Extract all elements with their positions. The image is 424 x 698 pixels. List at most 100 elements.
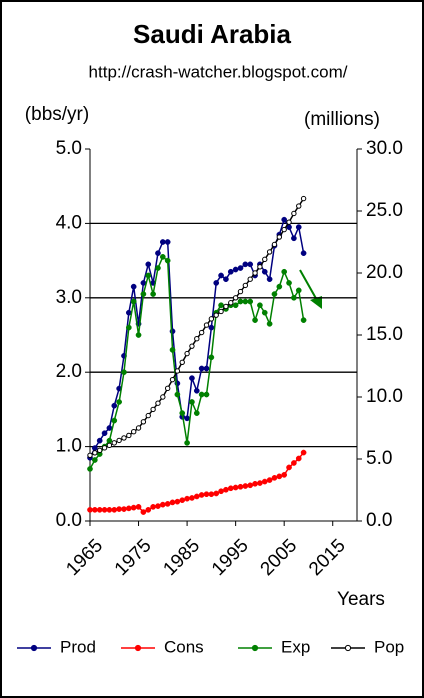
data-point [257,480,263,486]
data-point [218,272,224,279]
data-point [300,317,307,323]
data-point [169,347,176,353]
data-point [92,457,98,463]
data-point [208,491,215,498]
data-point [125,505,132,512]
data-point [218,302,224,309]
data-point [271,291,278,297]
data-point [92,450,98,456]
data-point [159,501,166,508]
data-point [150,504,156,510]
data-point [198,329,205,336]
data-point [203,491,210,498]
data-point [189,375,195,382]
y-tick-label: 5.0 [56,138,82,159]
data-point [155,503,161,509]
data-point [286,464,292,471]
legend-marker [30,644,38,652]
data-point [198,391,205,398]
data-point [101,430,108,437]
data-point [111,506,118,513]
data-point [266,477,273,483]
data-point [111,440,117,446]
legend-label: Pop [374,637,404,656]
data-point [106,425,113,431]
data-point [130,298,137,305]
data-point [164,239,171,245]
data-point [116,437,122,444]
data-point [261,478,268,485]
data-point [223,276,229,283]
legend-label: Exp [281,637,310,656]
data-point [237,483,244,490]
data-point [266,249,273,255]
data-point [96,506,103,513]
data-point [242,298,249,305]
data-point [145,272,152,279]
legend-marker [251,644,259,652]
data-point [106,437,113,444]
data-point [135,504,142,510]
data-point [174,498,181,505]
data-point [247,261,254,268]
data-point [155,265,161,271]
data-point [101,506,108,513]
data-point [140,509,147,515]
data-point [261,309,268,316]
y2-tick-label: 30.0 [366,138,403,159]
data-point [164,257,171,264]
data-point [300,195,307,202]
data-point [286,219,292,225]
data-point [179,497,186,504]
data-point [295,455,302,462]
data-point [140,419,147,425]
chart-title: Saudi Arabia [133,19,292,49]
data-point [261,268,268,275]
data-point [232,295,239,301]
data-point [247,482,254,489]
data-point [262,256,268,263]
data-point [126,432,132,439]
data-point [164,385,171,392]
data-point [184,415,190,422]
data-point [87,466,93,472]
data-point [203,365,210,372]
chart-subtitle: http://crash-watcher.blogspot.com/ [89,62,348,81]
data-point [145,412,151,419]
data-point [295,287,302,294]
data-point [286,280,292,286]
data-point [116,506,122,512]
data-point [266,276,273,283]
data-point [179,410,186,416]
data-point [179,359,185,365]
y2-tick-label: 20.0 [366,262,403,283]
data-point [174,391,181,398]
data-point [155,400,161,406]
y-tick-label: 2.0 [56,361,82,382]
data-point [271,474,278,481]
data-point [237,288,244,295]
data-point [228,300,234,306]
data-point [92,506,98,513]
data-point [296,203,302,209]
data-point [135,332,142,338]
data-point [121,506,127,512]
data-point [159,239,166,245]
data-point [101,445,108,451]
data-point [184,495,190,502]
data-point [145,261,152,268]
data-point [227,268,234,275]
data-point [218,308,224,315]
data-point [208,316,215,322]
data-point [87,506,93,513]
data-point [276,283,283,290]
data-point [111,402,118,409]
data-point [281,268,288,275]
data-point [247,276,253,282]
data-point [291,235,297,242]
data-point [281,472,288,478]
data-point [130,283,137,290]
data-point [208,324,215,331]
